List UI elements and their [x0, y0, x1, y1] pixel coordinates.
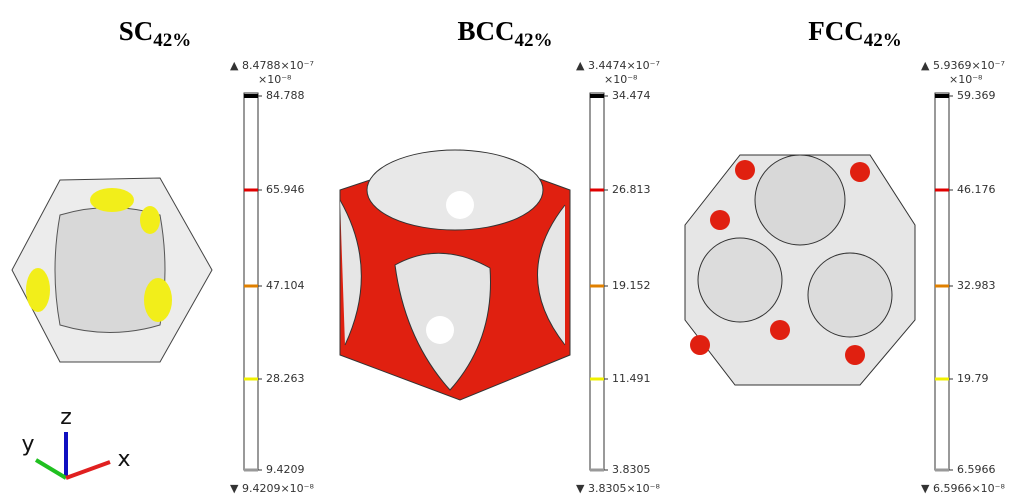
max-label: ▲ 5.9369×10⁻⁷: [921, 59, 1005, 72]
sc-structure: [12, 178, 212, 362]
tick-label: 34.474: [612, 89, 651, 102]
min-label: ▼ 3.8305×10⁻⁸: [576, 482, 660, 495]
title-subscript: 42%: [515, 30, 553, 51]
unit-label: ×10⁻⁸: [258, 73, 292, 86]
axis-y: y: [21, 432, 34, 457]
tick-label: 19.152: [612, 279, 651, 292]
title-main: BCC: [457, 16, 514, 46]
figure: z y x SC42%▲ 8.4788×10⁻⁷×10⁻⁸84.78865.94…: [0, 0, 1016, 497]
tick-label: 59.369: [957, 89, 996, 102]
axis-z: z: [60, 405, 72, 430]
min-label: ▼ 6.5966×10⁻⁸: [921, 482, 1005, 495]
unit-label: ×10⁻⁸: [604, 73, 638, 86]
title-subscript: 42%: [864, 30, 902, 51]
min-label: ▼ 9.4209×10⁻⁸: [230, 482, 314, 495]
colorbar: [244, 93, 258, 470]
colorbar: [935, 93, 949, 470]
max-label: ▲ 8.4788×10⁻⁷: [230, 59, 314, 72]
tick-label: 84.788: [266, 89, 305, 102]
axis-x: x: [117, 447, 130, 472]
tick-label: 28.263: [266, 372, 305, 385]
tick-label: 32.983: [957, 279, 996, 292]
tick-label: 65.946: [266, 183, 305, 196]
panel-title: BCC42%: [457, 16, 552, 51]
tick-label: 47.104: [266, 279, 305, 292]
tick-label: 9.4209: [266, 463, 305, 476]
tick-label: 3.8305: [612, 463, 651, 476]
tick-label: 19.79: [957, 372, 989, 385]
max-label: ▲ 3.4474×10⁻⁷: [576, 59, 660, 72]
tick-label: 26.813: [612, 183, 651, 196]
title-subscript: 42%: [153, 30, 191, 51]
tick-label: 11.491: [612, 372, 651, 385]
fcc-structure: [685, 155, 915, 385]
panel-title: FCC42%: [808, 16, 902, 51]
bcc-structure: [340, 150, 570, 400]
tick-label: 6.5966: [957, 463, 996, 476]
title-main: SC: [119, 16, 154, 46]
tick-label: 46.176: [957, 183, 996, 196]
axis-triad: z y x: [21, 405, 130, 478]
panel-title: SC42%: [119, 16, 192, 51]
colorbar: [590, 93, 604, 470]
title-main: FCC: [808, 16, 864, 46]
unit-label: ×10⁻⁸: [949, 73, 983, 86]
